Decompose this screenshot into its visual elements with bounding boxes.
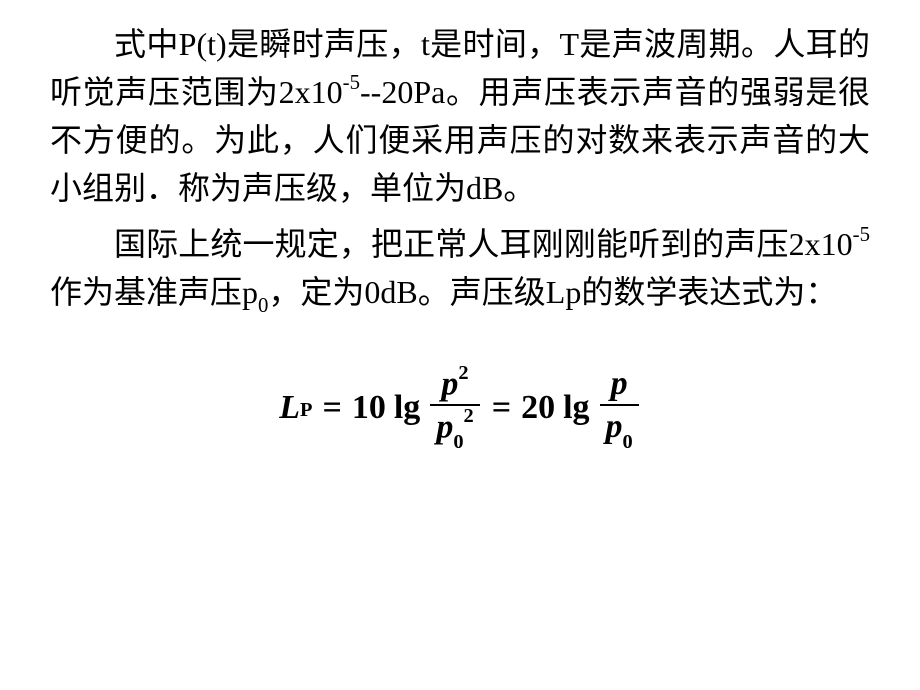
fraction-1: p2 p02 — [430, 365, 479, 451]
frac1-num-exp: 2 — [458, 362, 468, 384]
frac2-num: p — [605, 365, 634, 404]
frac1-num-base: p — [441, 365, 458, 402]
lhs-sub: P — [300, 399, 312, 422]
eq-2: = — [492, 389, 511, 427]
log-fn-1: lg — [394, 389, 420, 427]
formula-lhs: LP — [279, 389, 312, 427]
frac2-den: p0 — [600, 404, 639, 450]
frac1-den-sub: 0 — [453, 431, 463, 453]
coef-2: 20 — [521, 389, 555, 427]
p1-exp-1: -5 — [343, 71, 360, 94]
frac1-den-base: p — [436, 409, 453, 446]
log-fn-2: lg — [563, 389, 589, 427]
frac2-den-base: p — [606, 408, 623, 445]
p2-text-3: ，定为0dB。声压级Lp的数学表达式为： — [268, 274, 837, 310]
p2-sub-1: 0 — [258, 294, 268, 317]
paragraph-2: 国际上统一规定，把正常人耳刚刚能听到的声压2x10-5 作为基准声压p0，定为0d… — [50, 220, 870, 320]
lhs-var: L — [279, 389, 300, 427]
p2-text-1: 国际上统一规定，把正常人耳刚刚能听到的声压2x10 — [114, 226, 853, 262]
frac1-den-exp: 2 — [464, 405, 474, 427]
paragraph-1: 式中P(t)是瞬时声压，t是时间，T是声波周期。人耳的听觉声压范围为2x10-5… — [50, 20, 870, 212]
frac1-den: p02 — [430, 404, 479, 451]
formula: LP = 10lg p2 p02 = 20lg p p0 — [50, 365, 870, 451]
p2-text-2: 作为基准声压p — [50, 274, 258, 310]
frac1-num: p2 — [435, 365, 474, 405]
eq-1: = — [322, 389, 341, 427]
p2-exp-1: -5 — [853, 223, 870, 246]
frac2-num-base: p — [611, 365, 628, 402]
fraction-2: p p0 — [600, 365, 639, 451]
frac2-den-sub: 0 — [623, 431, 633, 453]
coef-1: 10 — [352, 389, 386, 427]
